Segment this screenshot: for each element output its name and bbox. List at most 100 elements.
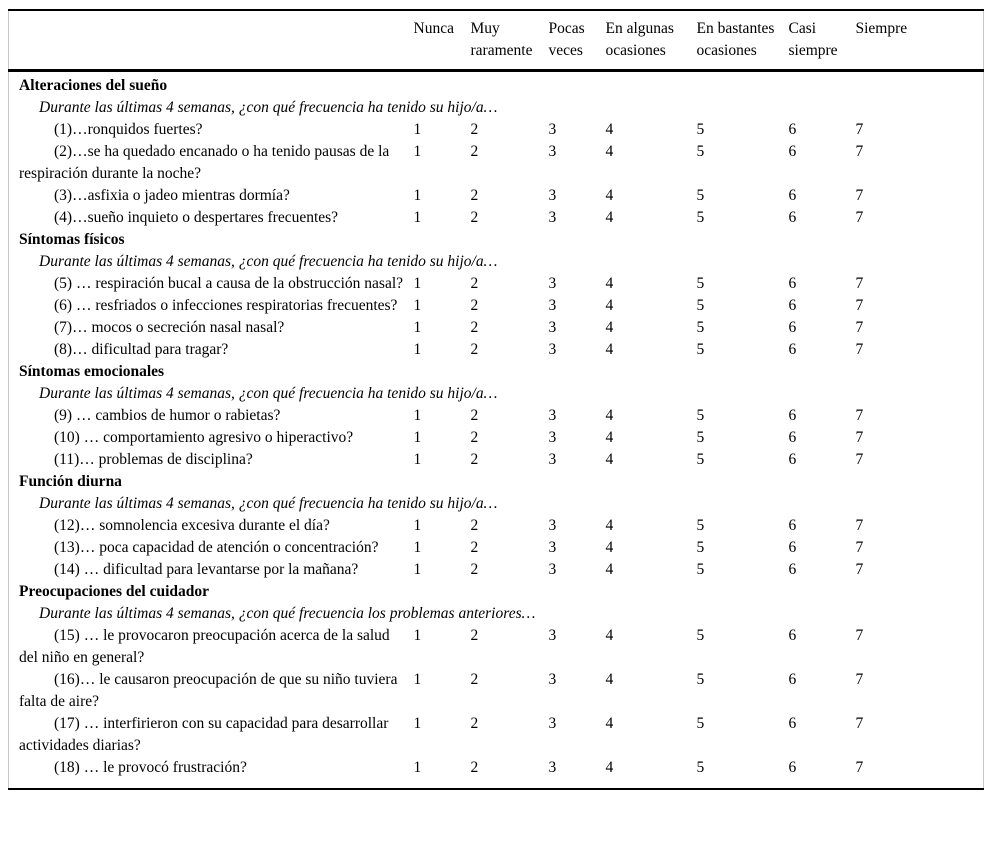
scale-value-cell: 2: [470, 451, 479, 468]
scale-value-cell: 7: [855, 759, 864, 776]
scale-value-cell: 7: [855, 407, 864, 424]
scale-value-cell: 6: [788, 143, 797, 160]
scale-value-cell: 1: [413, 121, 422, 138]
scale-value-cell: 3: [548, 407, 557, 424]
item-row: (17) … interfirieron con su capacidad pa…: [9, 713, 984, 757]
section-prompt: Durante las últimas 4 semanas, ¿con qué …: [39, 253, 498, 270]
item-label: (13)… poca capacidad de atención o conce…: [54, 539, 379, 556]
scale-value-cell: 3: [548, 517, 557, 534]
scale-value-cell: 7: [855, 209, 864, 226]
scale-value-cell: 3: [548, 297, 557, 314]
section-title: Preocupaciones del cuidador: [19, 583, 210, 600]
scale-value-cell: 4: [605, 143, 614, 160]
scale-value-cell: 3: [548, 561, 557, 578]
scale-value-cell: 7: [855, 715, 864, 732]
scale-value-cell: 1: [413, 561, 422, 578]
scale-value-cell: 4: [605, 627, 614, 644]
frequency-scale-table: Nunca Muy raramente Pocas veces En algunas …: [8, 9, 984, 790]
scale-value-cell: 3: [548, 539, 557, 556]
item-label: (9) … cambios de humor o rabietas?: [54, 407, 281, 424]
scale-value-cell: 2: [470, 517, 479, 534]
scale-value-cell: 7: [855, 451, 864, 468]
scale-value-cell: 6: [788, 407, 797, 424]
scale-value-cell: 2: [470, 539, 479, 556]
item-row: (11)… problemas de disciplina? 1 2 3 4 5 6 7: [9, 449, 984, 471]
scale-value-cell: 4: [605, 429, 614, 446]
item-label: (16)… le causaron preocupación de que su…: [19, 671, 398, 710]
header-empty-cell: [8, 10, 414, 72]
scale-value-cell: 6: [788, 561, 797, 578]
scale-value-cell: 6: [788, 671, 797, 688]
item-row: (7)… mocos o secreción nasal nasal? 1 2 3 4 5…: [9, 317, 984, 339]
item-label: (5) … respiración bucal a causa de la ob…: [54, 275, 404, 292]
section-title-row: Síntomas físicos: [9, 229, 984, 251]
scale-value-cell: 4: [605, 561, 614, 578]
scale-value-cell: 7: [855, 671, 864, 688]
scale-value-cell: 3: [548, 341, 557, 358]
column-header: Nunca: [413, 10, 471, 72]
scale-value-cell: 6: [788, 275, 797, 292]
item-label: (8)… dificultad para tragar?: [54, 341, 229, 358]
column-header: Casi siempre: [788, 10, 856, 72]
item-label: (2)…se ha quedado encanado o ha tenido p…: [19, 143, 390, 182]
scale-value-cell: 4: [605, 275, 614, 292]
scale-value-cell: 1: [413, 759, 422, 776]
scale-value-cell: 4: [605, 517, 614, 534]
scale-value-cell: 2: [470, 341, 479, 358]
section-title-row: Síntomas emocionales: [9, 361, 984, 383]
scale-value-cell: 4: [605, 671, 614, 688]
scale-value-cell: 2: [470, 759, 479, 776]
scale-value-cell: 6: [788, 759, 797, 776]
scale-value-cell: 2: [470, 429, 479, 446]
scale-value-cell: 3: [548, 429, 557, 446]
scale-value-cell: 7: [855, 539, 864, 556]
item-row: (14) … dificultad para levantarse por la…: [9, 559, 984, 581]
prompt-row: Durante las últimas 4 semanas, ¿con qué …: [9, 603, 984, 625]
scale-value-cell: 7: [855, 187, 864, 204]
scale-value-cell: 5: [696, 407, 705, 424]
scale-value-cell: 1: [413, 341, 422, 358]
scale-value-cell: 1: [413, 319, 422, 336]
scale-value-cell: 3: [548, 759, 557, 776]
scale-value-cell: 7: [855, 627, 864, 644]
scale-value-cell: 3: [548, 121, 557, 138]
section-title: Síntomas emocionales: [19, 363, 165, 380]
table-header: Nunca Muy raramente Pocas veces En algunas …: [8, 10, 984, 72]
scale-value-cell: 3: [548, 209, 557, 226]
scale-value-cell: 7: [855, 143, 864, 160]
scale-value-cell: 5: [696, 121, 705, 138]
column-header: En bastantes ocasiones: [696, 10, 789, 72]
scale-value-cell: 2: [470, 209, 479, 226]
column-header: Pocas veces: [548, 10, 606, 72]
scale-value-cell: 4: [605, 121, 614, 138]
scale-value-cell: 7: [855, 319, 864, 336]
scale-value-cell: 1: [413, 539, 422, 556]
scale-value-cell: 5: [696, 517, 705, 534]
item-row: (1)…ronquidos fuertes? 1 2 3 4 5 6 7: [9, 119, 984, 141]
item-label: (1)…ronquidos fuertes?: [54, 121, 203, 138]
scale-value-cell: 5: [696, 561, 705, 578]
item-row: (3)…asfixia o jadeo mientras dormía? 1 2 3 4…: [9, 185, 984, 207]
scale-value-cell: 6: [788, 341, 797, 358]
scale-value-cell: 1: [413, 715, 422, 732]
scale-value-cell: 7: [855, 561, 864, 578]
scale-value-cell: 1: [413, 297, 422, 314]
scale-value-cell: 5: [696, 429, 705, 446]
scale-value-cell: 6: [788, 209, 797, 226]
scale-value-cell: 1: [413, 209, 422, 226]
scale-value-cell: 1: [413, 143, 422, 160]
section-title: Alteraciones del sueño: [19, 77, 168, 94]
scale-value-cell: 6: [788, 627, 797, 644]
scale-value-cell: 2: [470, 121, 479, 138]
scale-value-cell: 6: [788, 121, 797, 138]
scale-value-cell: 4: [605, 451, 614, 468]
scale-value-cell: 4: [605, 407, 614, 424]
scale-value-cell: 5: [696, 297, 705, 314]
item-label: (15) … le provocaron preocupación acerca…: [19, 627, 390, 666]
scale-value-cell: 6: [788, 319, 797, 336]
item-row: (9) … cambios de humor o rabietas? 1 2 3 4 5 6…: [9, 405, 984, 427]
item-label: (14) … dificultad para levantarse por la…: [54, 561, 359, 578]
scale-value-cell: 3: [548, 671, 557, 688]
item-row: (12)… somnolencia excesiva durante el dí…: [9, 515, 984, 537]
scale-value-cell: 5: [696, 143, 705, 160]
